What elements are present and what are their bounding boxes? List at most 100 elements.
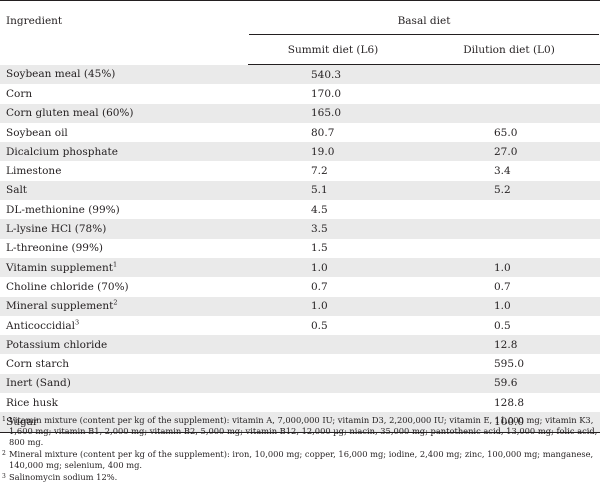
- footnote-mark: 3: [2, 473, 6, 480]
- ingredient-name: Corn starch: [6, 358, 70, 371]
- summit-diet-value: [248, 335, 418, 355]
- footnote-marker: 1: [112, 260, 118, 269]
- summit-diet-value: 19.0: [248, 142, 418, 162]
- summit-diet-value: 80.7: [248, 122, 418, 143]
- ingredient-name: Corn: [6, 87, 33, 100]
- dilution-diet-value: 3.4: [418, 161, 600, 181]
- dilution-diet-value: [418, 200, 600, 220]
- summit-diet-value: 3.5: [248, 219, 418, 239]
- dilution-diet-value: 100.0: [418, 412, 600, 433]
- ingredient-name: Soybean meal (45%): [6, 68, 116, 81]
- table-row: DL-methionine (99%) 4.5: [0, 200, 600, 220]
- table-row: Vitamin supplement1 1.0 1.0: [0, 257, 600, 278]
- ingredient-cell: Choline chloride (70%): [0, 277, 248, 297]
- group-underline: [249, 33, 599, 35]
- ingredient-cell: DL-methionine (99%): [0, 200, 248, 220]
- summit-diet-value: 540.3: [248, 64, 418, 85]
- table-row: Anticoccidial3 0.5 0.5: [0, 315, 600, 336]
- dilution-diet-header: Dilution diet (L0): [418, 36, 600, 65]
- ingredient-cell: Soybean meal (45%): [0, 64, 248, 85]
- ingredient-name: Rice husk: [6, 396, 58, 409]
- dilution-diet-value: 0.7: [418, 277, 600, 297]
- ingredient-cell: Anticoccidial3: [0, 315, 248, 336]
- footnote-text: Mineral mixture (content per kg of the s…: [9, 449, 594, 470]
- ingredient-cell: Corn gluten meal (60%): [0, 103, 248, 123]
- summit-diet-header: Summit diet (L6): [248, 36, 418, 65]
- basal-diet-header: Basal diet: [248, 0, 600, 36]
- table-row: L-lysine HCl (78%) 3.5: [0, 219, 600, 239]
- footnote-mark: 2: [2, 450, 6, 457]
- basal-diet-label: Basal diet: [397, 14, 451, 27]
- summit-diet-value: 0.7: [248, 277, 418, 297]
- dilution-diet-value: [418, 64, 600, 85]
- footnote-marker: 3: [74, 318, 80, 326]
- dilution-diet-value: 65.0: [418, 122, 600, 143]
- ingredient-cell: L-threonine (99%): [0, 238, 248, 258]
- ingredient-table: Ingredient Basal diet Summit diet (L6) D…: [0, 0, 600, 433]
- dilution-diet-value: 59.6: [418, 373, 600, 394]
- ingredient-name: Corn gluten meal (60%): [6, 107, 134, 120]
- summit-diet-value: 0.5: [248, 315, 418, 336]
- ingredient-name: L-threonine (99%): [6, 242, 104, 255]
- table-row: Soybean oil 80.7 65.0: [0, 122, 600, 143]
- summit-diet-value: [248, 373, 418, 394]
- table-row: L-threonine (99%) 1.5: [0, 238, 600, 258]
- dilution-diet-value: [418, 219, 600, 239]
- dilution-diet-value: 27.0: [418, 142, 600, 162]
- ingredient-cell: Vitamin supplement1: [0, 257, 248, 278]
- summit-diet-value: 1.5: [248, 238, 418, 258]
- ingredient-cell: Sugar: [0, 412, 248, 433]
- table-row: Potassium chloride 12.8: [0, 335, 600, 355]
- table-body: Soybean meal (45%) 540.3 Corn 170.0 Corn glu…: [0, 64, 600, 433]
- ingredient-cell: Soybean oil: [0, 122, 248, 143]
- summit-diet-value: 7.2: [248, 161, 418, 181]
- footnote-mark: 1: [2, 416, 6, 423]
- ingredient-cell: Inert (Sand): [0, 373, 248, 394]
- ingredient-name: Inert (Sand): [6, 377, 71, 390]
- table-row: Limestone 7.2 3.4: [0, 161, 600, 181]
- dilution-diet-value: 12.8: [418, 335, 600, 355]
- footnote-text: Salinomycin sodium 12%.: [9, 472, 118, 482]
- ingredient-cell: Corn starch: [0, 354, 248, 374]
- summit-diet-value: 1.0: [248, 257, 418, 278]
- ingredient-name: Dicalcium phosphate: [6, 145, 118, 158]
- footnote-marker: 2: [113, 298, 118, 307]
- ingredient-cell: Potassium chloride: [0, 335, 248, 355]
- dilution-diet-value: 0.5: [418, 315, 600, 336]
- diet-composition-table: Ingredient Basal diet Summit diet (L6) D…: [0, 0, 600, 433]
- dilution-diet-value: 595.0: [418, 354, 600, 374]
- table-row: Soybean meal (45%) 540.3: [0, 64, 600, 85]
- ingredient-cell: Salt: [0, 180, 248, 201]
- ingredient-name: Limestone: [6, 165, 62, 178]
- summit-diet-value: [248, 412, 418, 433]
- ingredient-cell: Corn: [0, 84, 248, 104]
- ingredient-name: Mineral supplement: [6, 300, 114, 313]
- dilution-diet-value: [418, 84, 600, 104]
- table-row: Salt 5.1 5.2: [0, 180, 600, 201]
- footnote: 3 Salinomycin sodium 12%.: [0, 472, 600, 483]
- summit-diet-value: 165.0: [248, 103, 418, 123]
- ingredient-cell: Rice husk: [0, 393, 248, 413]
- footnotes: 1 Vitamin mixture (content per kg of the …: [0, 415, 600, 484]
- ingredient-cell: Limestone: [0, 161, 248, 181]
- summit-diet-value: 170.0: [248, 84, 418, 104]
- table-row: Corn gluten meal (60%) 165.0: [0, 103, 600, 123]
- table-row: Dicalcium phosphate 19.0 27.0: [0, 142, 600, 162]
- dilution-diet-value: [418, 103, 600, 123]
- ingredient-name: Soybean oil: [6, 126, 68, 139]
- summit-diet-value: [248, 393, 418, 413]
- dilution-diet-value: 1.0: [418, 296, 600, 316]
- footnote: 2 Mineral mixture (content per kg of the …: [0, 449, 600, 471]
- ingredient-name: Potassium chloride: [6, 338, 108, 351]
- ingredient-name: Sugar: [6, 415, 38, 428]
- dilution-diet-value: 128.8: [418, 393, 600, 413]
- summit-diet-value: 5.1: [248, 180, 418, 201]
- ingredient-name: Vitamin supplement: [6, 261, 113, 274]
- ingredient-name: DL-methionine (99%): [6, 203, 120, 216]
- summit-diet-value: 4.5: [248, 200, 418, 220]
- ingredient-name: Anticoccidial: [6, 319, 75, 332]
- summit-diet-value: [248, 354, 418, 374]
- table-row: Inert (Sand) 59.6: [0, 373, 600, 394]
- dilution-diet-value: 1.0: [418, 257, 600, 278]
- ingredient-cell: L-lysine HCl (78%): [0, 219, 248, 239]
